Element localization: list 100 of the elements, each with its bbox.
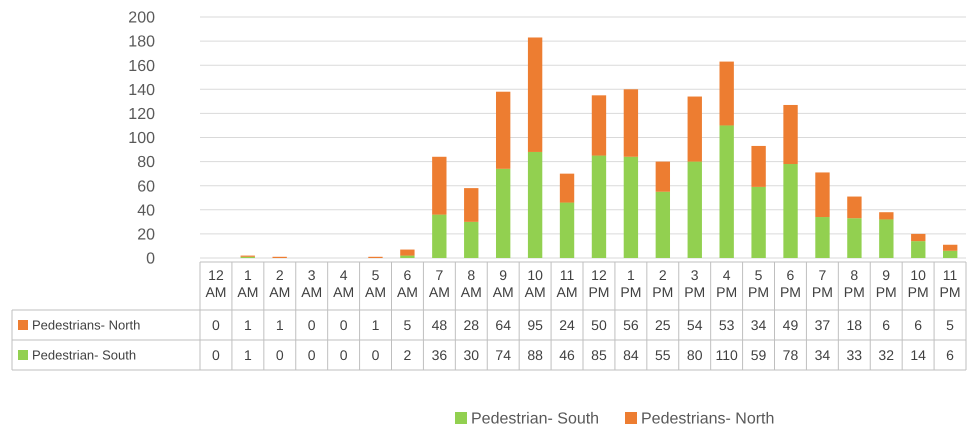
- bar: [432, 214, 446, 258]
- y-tick-label: 200: [128, 10, 156, 27]
- y-tick-label: 80: [137, 154, 156, 172]
- data-label: 33: [846, 346, 862, 363]
- data-label: 59: [750, 346, 767, 363]
- bar: [720, 125, 734, 258]
- data-label: 1: [244, 316, 252, 333]
- text: Pedestrians- North: [641, 410, 774, 428]
- data-label: 0: [308, 316, 316, 333]
- bar: [528, 152, 542, 258]
- x-tick-label: 6 PM: [780, 267, 801, 300]
- data-label: 25: [655, 316, 671, 333]
- bar: [720, 62, 734, 126]
- data-label: 53: [718, 316, 735, 333]
- x-tick-label: 11 PM: [940, 267, 961, 300]
- bar: [943, 250, 958, 258]
- x-tick-label: 3 PM: [684, 267, 706, 300]
- data-label: 110: [715, 346, 738, 363]
- bar: [432, 156, 446, 215]
- bar: [847, 196, 862, 218]
- x-tick-label: 8 PM: [844, 267, 865, 300]
- bar: [496, 168, 510, 258]
- y-tick-label: 40: [137, 202, 156, 220]
- y-tick-label: 0: [146, 250, 156, 268]
- y-tick-label: 140: [128, 82, 156, 99]
- data-label: 37: [814, 316, 830, 333]
- data-label: 24: [559, 316, 576, 333]
- x-tick-label: 8 AM: [460, 267, 482, 300]
- y-tick-label: 100: [128, 130, 156, 148]
- bar: [592, 95, 606, 156]
- bar: [688, 96, 702, 162]
- y-tick-label: 160: [128, 58, 156, 75]
- data-label: 54: [686, 316, 703, 333]
- bar: [496, 92, 510, 169]
- bar: [815, 217, 830, 258]
- bar: [528, 37, 542, 152]
- data-label: 80: [686, 346, 703, 363]
- data-label: 49: [782, 316, 798, 333]
- data-label: 46: [559, 346, 576, 363]
- data-label: 34: [814, 346, 830, 363]
- data-label: 14: [910, 346, 926, 363]
- x-tick-label: 7 AM: [428, 267, 450, 300]
- legend-label: Pedestrian- South: [32, 348, 136, 363]
- data-label: 0: [340, 346, 348, 363]
- x-tick-label: 12 AM: [205, 267, 226, 300]
- y-tick-label: 20: [137, 226, 156, 244]
- x-tick-label: 2 AM: [269, 267, 290, 300]
- bar: [656, 162, 670, 192]
- data-label: 84: [623, 346, 639, 363]
- data-label: 74: [495, 346, 512, 363]
- bar: [879, 219, 894, 258]
- data-label: 2: [404, 346, 412, 363]
- bar: [592, 156, 606, 258]
- x-tick-label: 10 PM: [908, 267, 929, 300]
- data-label: 95: [527, 316, 544, 333]
- x-tick-label: 6 AM: [396, 267, 418, 300]
- bar: [751, 186, 766, 258]
- data-label: 0: [212, 346, 220, 363]
- data-label: 6: [914, 316, 922, 333]
- bar: [751, 146, 766, 187]
- y-tick-label: 120: [128, 106, 156, 123]
- data-label: 0: [308, 346, 316, 363]
- x-tick-label: 9 AM: [492, 267, 514, 300]
- x-tick-label: 5 AM: [365, 267, 386, 300]
- x-tick-label: 9 PM: [876, 267, 897, 300]
- x-tick-label: 11 AM: [556, 267, 578, 300]
- x-tick-label: 7 PM: [812, 267, 833, 300]
- y-tick-label: 180: [128, 34, 156, 51]
- data-label: 5: [946, 316, 954, 333]
- data-label: 36: [432, 346, 448, 363]
- data-label: 6: [946, 346, 954, 363]
- bar: [464, 188, 478, 222]
- bar: [783, 164, 798, 258]
- x-tick-label: 4 PM: [716, 267, 738, 300]
- data-label: 56: [623, 316, 639, 333]
- x-tick-label: 1 AM: [237, 267, 258, 300]
- data-label: 48: [432, 316, 448, 333]
- data-label: 34: [750, 316, 767, 333]
- bar: [560, 174, 574, 203]
- data-label: 0: [212, 316, 220, 333]
- bar: [943, 244, 958, 251]
- data-label: 0: [276, 346, 284, 363]
- bar: [464, 222, 478, 258]
- x-tick-label: 2 PM: [652, 267, 674, 300]
- text: Pedestrian- South: [471, 410, 600, 428]
- data-label: 32: [878, 346, 894, 363]
- bar: [911, 234, 926, 242]
- data-label: 6: [882, 316, 890, 333]
- data-label: 0: [340, 316, 348, 333]
- data-label: 64: [495, 316, 512, 333]
- y-tick-label: 60: [137, 178, 156, 196]
- bar: [624, 156, 638, 258]
- bar: [560, 202, 574, 258]
- bar: [400, 250, 415, 256]
- bar: [847, 218, 862, 258]
- x-tick-label: 5 PM: [748, 267, 770, 300]
- data-label: 5: [404, 316, 412, 333]
- x-tick-label: 3 AM: [301, 267, 322, 300]
- bar: [688, 162, 702, 258]
- data-label: 1: [372, 316, 380, 333]
